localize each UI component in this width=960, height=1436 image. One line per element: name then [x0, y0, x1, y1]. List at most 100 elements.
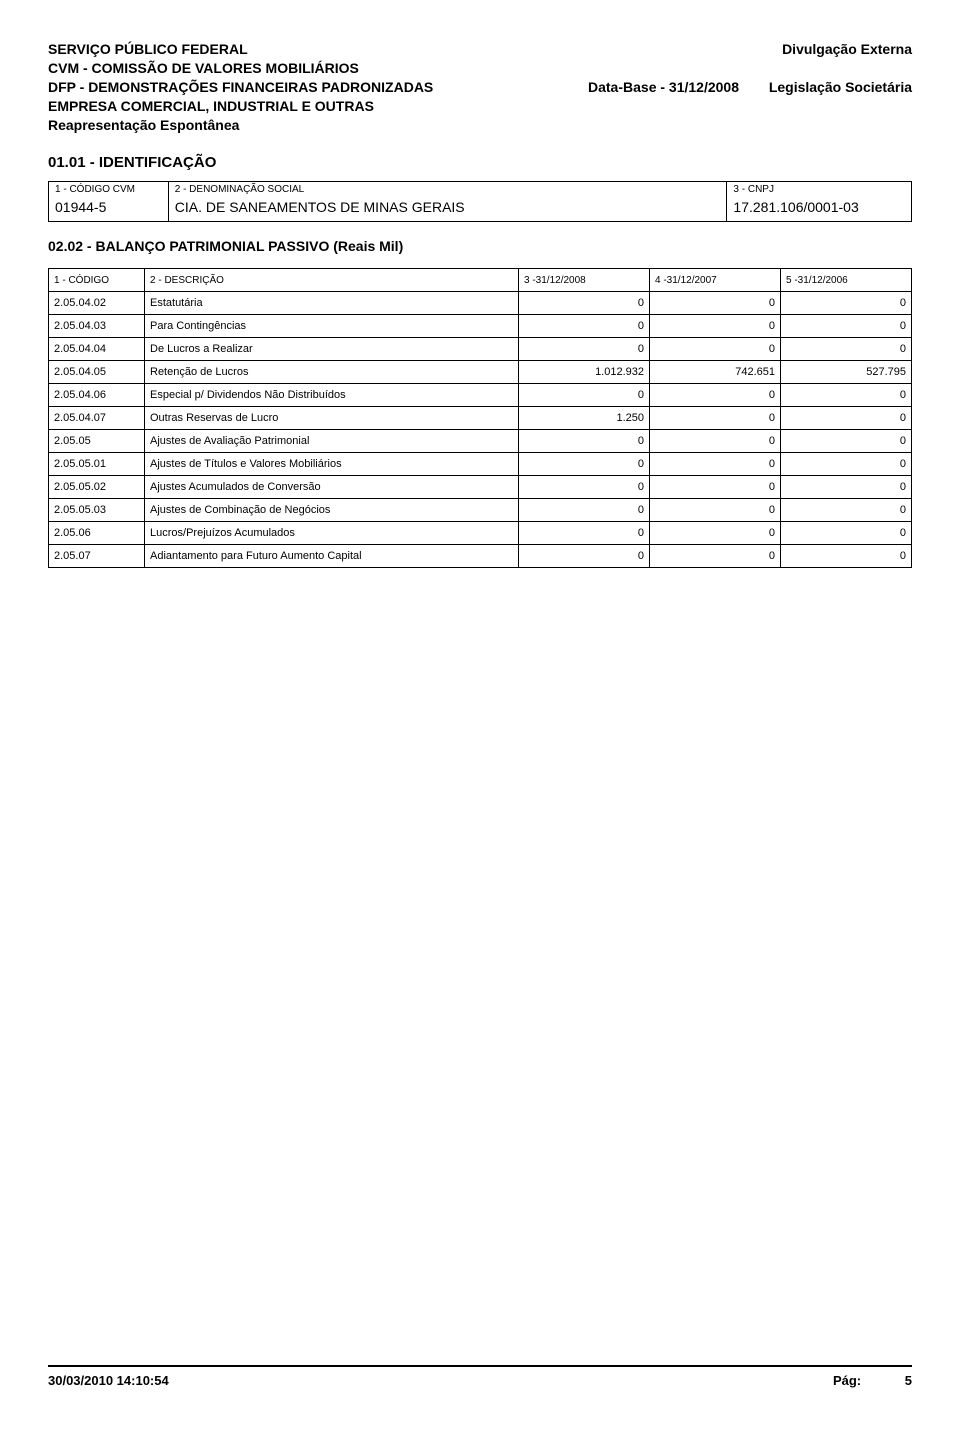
table-row: 2.05.05.01 Ajustes de Títulos e Valores …	[49, 453, 912, 476]
id-value-denominacao: CIA. DE SANEAMENTOS DE MINAS GERAIS	[175, 199, 721, 215]
cell-code: 2.05.05	[49, 430, 145, 453]
cell-code: 2.05.05.01	[49, 453, 145, 476]
cell-desc: Retenção de Lucros	[145, 361, 519, 384]
cell-v1: 0	[519, 384, 650, 407]
cell-v3: 0	[781, 292, 912, 315]
header-line-2: CVM - COMISSÃO DE VALORES MOBILIÁRIOS	[48, 59, 912, 78]
id-label-denominacao: 2 - DENOMINAÇÃO SOCIAL	[175, 184, 721, 195]
cell-desc: Lucros/Prejuízos Acumulados	[145, 522, 519, 545]
cell-v3: 0	[781, 499, 912, 522]
footer-page-label: Pág:	[833, 1373, 861, 1388]
table-row: 2.05.04.03 Para Contingências 0 0 0	[49, 315, 912, 338]
cell-v2: 0	[650, 315, 781, 338]
header-line-3-mid: Data-Base - 31/12/2008	[588, 78, 739, 97]
cell-v1: 0	[519, 315, 650, 338]
header-line-4: EMPRESA COMERCIAL, INDUSTRIAL E OUTRAS	[48, 97, 912, 116]
footer-page: Pág: 5	[833, 1373, 912, 1388]
cell-v1: 1.012.932	[519, 361, 650, 384]
id-value-cnpj: 17.281.106/0001-03	[733, 199, 905, 215]
col-header-2008: 3 -31/12/2008	[519, 269, 650, 292]
page-footer: 30/03/2010 14:10:54 Pág: 5	[48, 1365, 912, 1388]
header-line-1-left: SERVIÇO PÚBLICO FEDERAL	[48, 40, 248, 59]
cell-v1: 0	[519, 430, 650, 453]
section-title-balanco: 02.02 - BALANÇO PATRIMONIAL PASSIVO (Rea…	[48, 238, 912, 254]
cell-code: 2.05.04.02	[49, 292, 145, 315]
cell-code: 2.05.07	[49, 545, 145, 568]
id-value-codigo-cvm: 01944-5	[55, 199, 162, 215]
table-body: 2.05.04.02 Estatutária 0 0 0 2.05.04.03 …	[49, 292, 912, 568]
table-row: 2.05.04.02 Estatutária 0 0 0	[49, 292, 912, 315]
footer-timestamp: 30/03/2010 14:10:54	[48, 1373, 169, 1388]
cell-desc: Ajustes de Avaliação Patrimonial	[145, 430, 519, 453]
cell-v2: 0	[650, 407, 781, 430]
cell-code: 2.05.06	[49, 522, 145, 545]
identification-grid: 1 - CÓDIGO CVM 01944-5 2 - DENOMINAÇÃO S…	[48, 181, 912, 222]
cell-desc: Ajustes de Títulos e Valores Mobiliários	[145, 453, 519, 476]
section-title-identificacao: 01.01 - IDENTIFICAÇÃO	[48, 154, 912, 171]
cell-desc: Ajustes Acumulados de Conversão	[145, 476, 519, 499]
table-row: 2.05.06 Lucros/Prejuízos Acumulados 0 0 …	[49, 522, 912, 545]
cell-v3: 0	[781, 522, 912, 545]
cell-desc: Outras Reservas de Lucro	[145, 407, 519, 430]
cell-desc: Especial p/ Dividendos Não Distribuídos	[145, 384, 519, 407]
page: SERVIÇO PÚBLICO FEDERAL Divulgação Exter…	[0, 0, 960, 1436]
cell-v2: 742.651	[650, 361, 781, 384]
cell-v3: 0	[781, 430, 912, 453]
col-header-2007: 4 -31/12/2007	[650, 269, 781, 292]
id-cell-codigo-cvm: 1 - CÓDIGO CVM 01944-5	[49, 182, 169, 221]
table-row: 2.05.04.06 Especial p/ Dividendos Não Di…	[49, 384, 912, 407]
cell-v2: 0	[650, 476, 781, 499]
cell-v2: 0	[650, 338, 781, 361]
cell-desc: Para Contingências	[145, 315, 519, 338]
cell-code: 2.05.04.07	[49, 407, 145, 430]
cell-v1: 0	[519, 476, 650, 499]
cell-desc: Ajustes de Combinação de Negócios	[145, 499, 519, 522]
cell-code: 2.05.04.04	[49, 338, 145, 361]
table-row: 2.05.05.02 Ajustes Acumulados de Convers…	[49, 476, 912, 499]
balanco-table: 1 - CÓDIGO 2 - DESCRIÇÃO 3 -31/12/2008 4…	[48, 268, 912, 568]
cell-desc: Estatutária	[145, 292, 519, 315]
cell-code: 2.05.05.03	[49, 499, 145, 522]
cell-desc: Adiantamento para Futuro Aumento Capital	[145, 545, 519, 568]
cell-v2: 0	[650, 384, 781, 407]
document-header: SERVIÇO PÚBLICO FEDERAL Divulgação Exter…	[48, 40, 912, 134]
header-line-3-left: DFP - DEMONSTRAÇÕES FINANCEIRAS PADRONIZ…	[48, 78, 433, 97]
cell-v2: 0	[650, 430, 781, 453]
cell-v3: 0	[781, 545, 912, 568]
cell-v1: 0	[519, 453, 650, 476]
col-header-2006: 5 -31/12/2006	[781, 269, 912, 292]
cell-v3: 0	[781, 338, 912, 361]
table-row: 2.05.04.07 Outras Reservas de Lucro 1.25…	[49, 407, 912, 430]
cell-code: 2.05.04.05	[49, 361, 145, 384]
cell-v3: 0	[781, 407, 912, 430]
cell-v1: 0	[519, 522, 650, 545]
table-row: 2.05.04.04 De Lucros a Realizar 0 0 0	[49, 338, 912, 361]
cell-v2: 0	[650, 499, 781, 522]
cell-v2: 0	[650, 453, 781, 476]
col-header-codigo: 1 - CÓDIGO	[49, 269, 145, 292]
table-row: 2.05.05 Ajustes de Avaliação Patrimonial…	[49, 430, 912, 453]
id-label-codigo-cvm: 1 - CÓDIGO CVM	[55, 184, 162, 195]
header-line-5: Reapresentação Espontânea	[48, 116, 912, 135]
cell-v3: 0	[781, 384, 912, 407]
cell-v1: 0	[519, 545, 650, 568]
cell-v1: 1.250	[519, 407, 650, 430]
cell-v3: 0	[781, 453, 912, 476]
cell-code: 2.05.04.06	[49, 384, 145, 407]
cell-code: 2.05.04.03	[49, 315, 145, 338]
col-header-descricao: 2 - DESCRIÇÃO	[145, 269, 519, 292]
cell-v3: 527.795	[781, 361, 912, 384]
footer-page-number: 5	[905, 1373, 912, 1388]
footer-rule	[48, 1365, 912, 1367]
id-label-cnpj: 3 - CNPJ	[733, 184, 905, 195]
id-cell-cnpj: 3 - CNPJ 17.281.106/0001-03	[727, 182, 911, 221]
cell-v2: 0	[650, 292, 781, 315]
cell-desc: De Lucros a Realizar	[145, 338, 519, 361]
cell-v2: 0	[650, 522, 781, 545]
id-cell-denominacao: 2 - DENOMINAÇÃO SOCIAL CIA. DE SANEAMENT…	[169, 182, 728, 221]
cell-v2: 0	[650, 545, 781, 568]
cell-v1: 0	[519, 292, 650, 315]
header-line-3-right: Legislação Societária	[769, 78, 912, 97]
cell-code: 2.05.05.02	[49, 476, 145, 499]
cell-v1: 0	[519, 338, 650, 361]
